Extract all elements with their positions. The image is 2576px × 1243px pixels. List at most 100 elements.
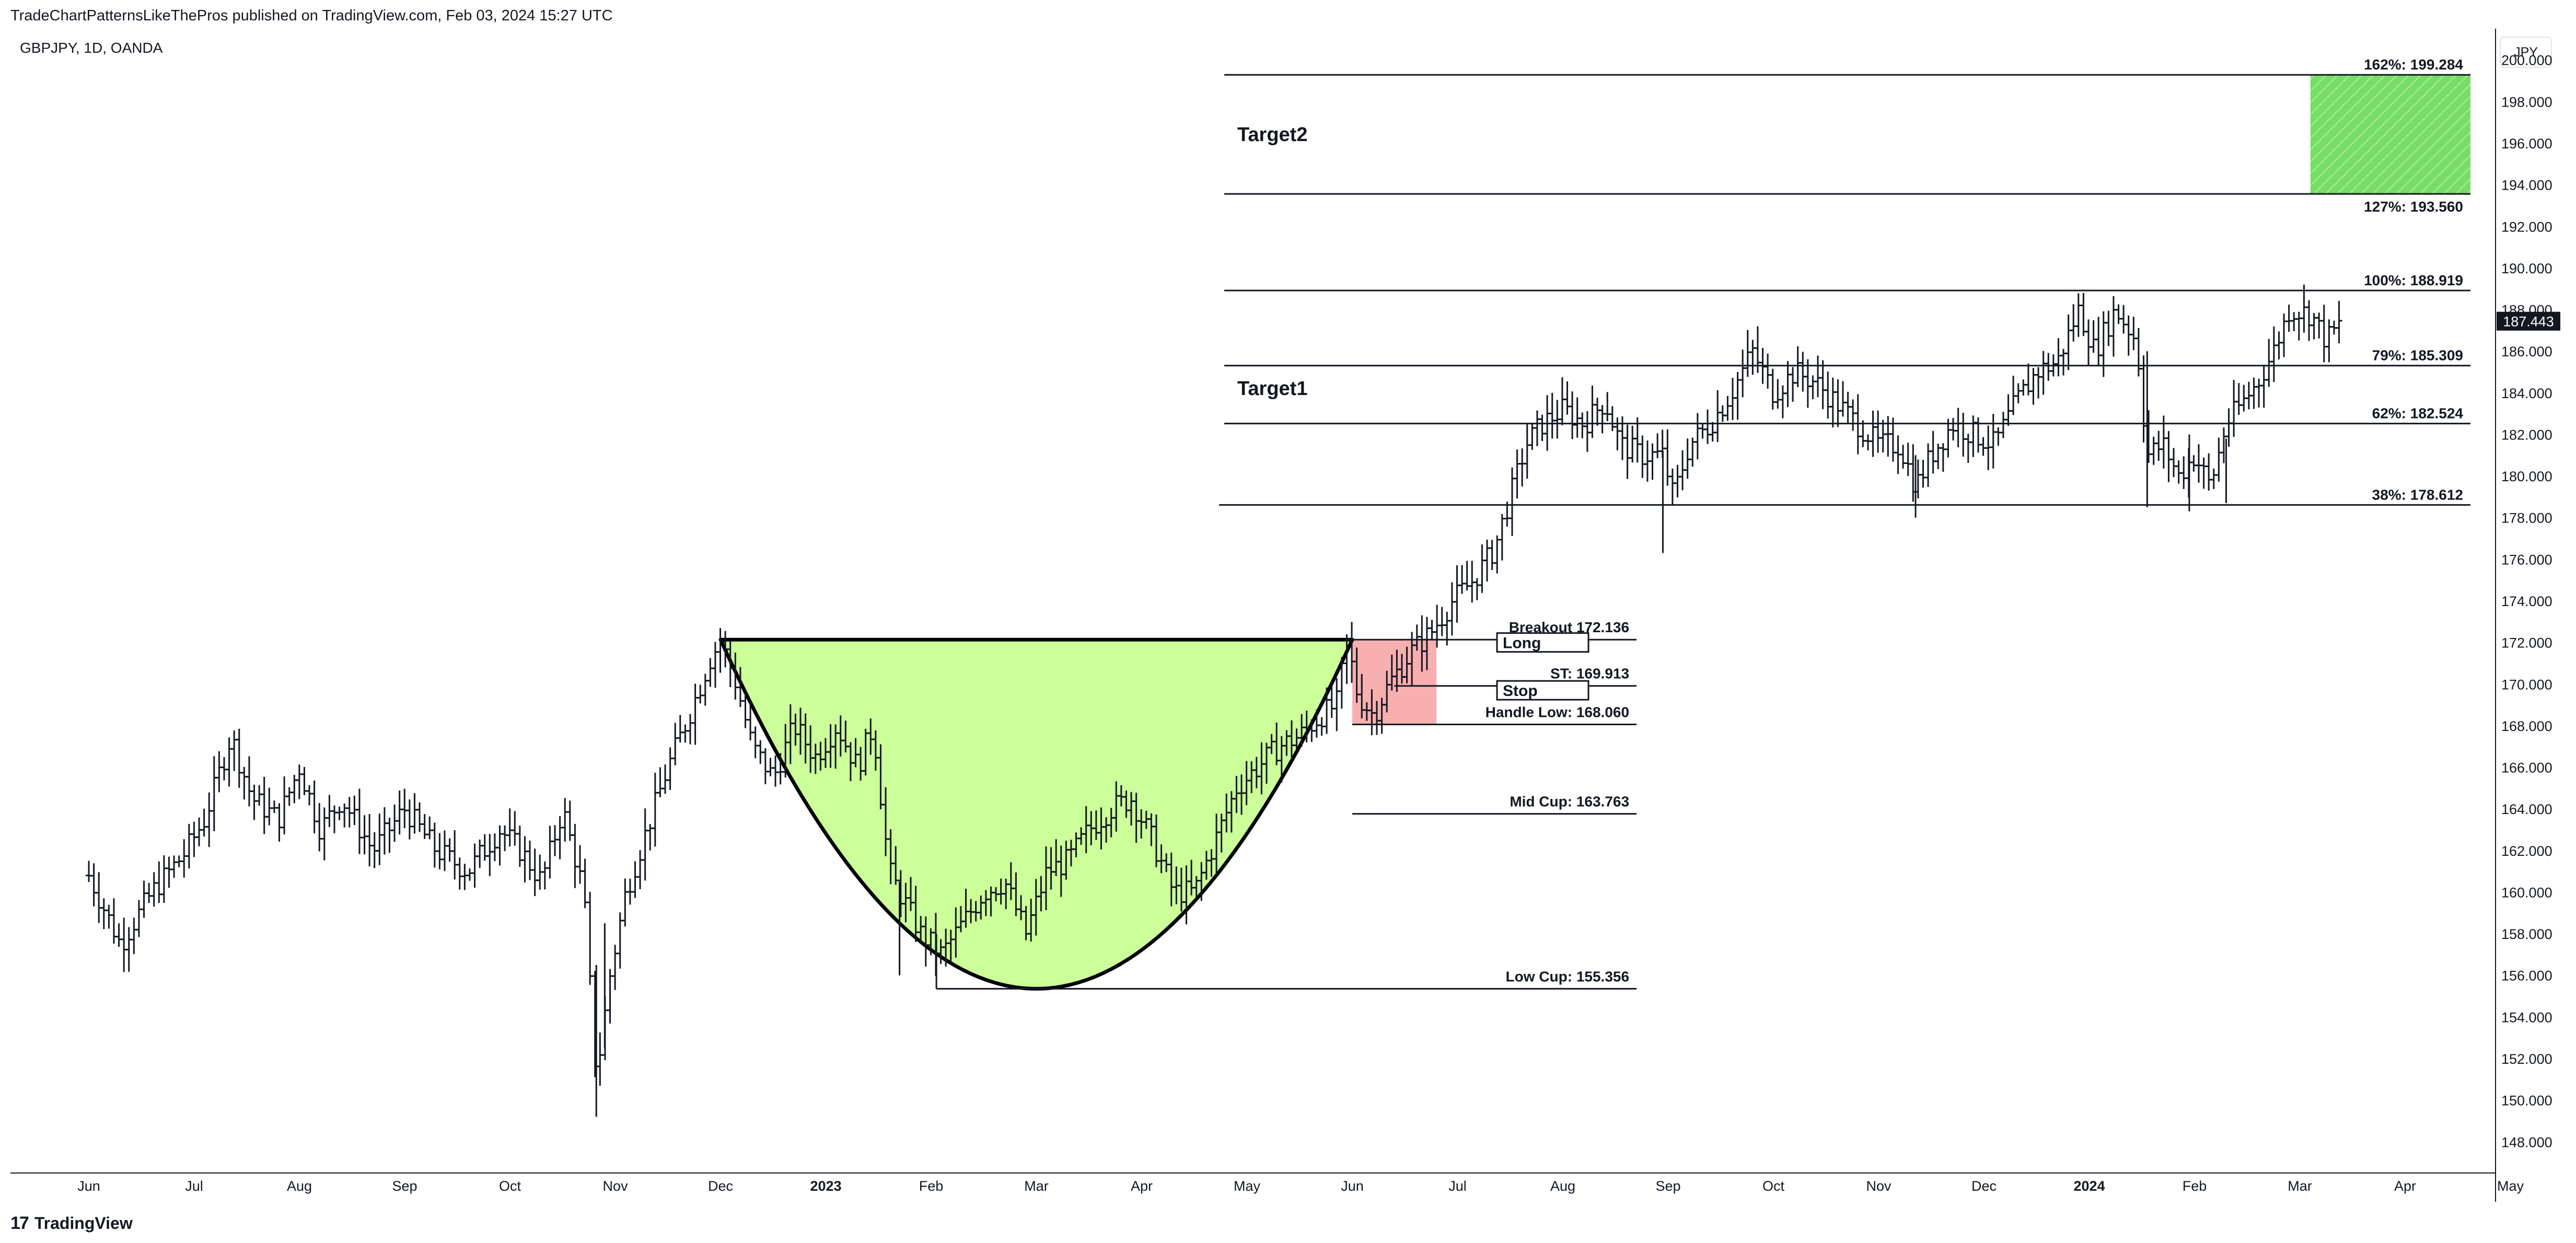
price-bar bbox=[2045, 353, 2052, 381]
price-bar bbox=[1484, 539, 1491, 582]
stop-zone bbox=[1352, 640, 1437, 724]
price-bar bbox=[1519, 448, 1526, 487]
price-bar bbox=[2100, 311, 2107, 377]
price-bar bbox=[652, 772, 658, 847]
price-bar bbox=[156, 861, 163, 903]
y-tick-label: 162.000 bbox=[2501, 843, 2552, 859]
y-tick-label: 180.000 bbox=[2501, 469, 2552, 484]
price-bar bbox=[376, 814, 383, 865]
tradingview-logo[interactable]: 17 TradingView bbox=[10, 1213, 133, 1234]
price-bar bbox=[1940, 443, 1946, 472]
price-bar bbox=[612, 945, 619, 990]
price-bar bbox=[637, 850, 644, 889]
price-bar bbox=[607, 969, 613, 1024]
price-bar bbox=[1875, 410, 1882, 453]
price-bar bbox=[106, 904, 112, 929]
price-bar bbox=[2250, 377, 2257, 409]
price-bar bbox=[426, 816, 433, 840]
price-bar bbox=[121, 917, 127, 972]
price-bar bbox=[1809, 375, 1816, 400]
price-bar bbox=[401, 788, 408, 829]
price-bar bbox=[2171, 448, 2177, 478]
price-bar bbox=[1699, 423, 1706, 439]
price-bar bbox=[2030, 368, 2037, 405]
price-bar bbox=[336, 806, 343, 820]
price-bar bbox=[587, 891, 594, 985]
x-tick-label: Aug bbox=[1550, 1178, 1575, 1194]
price-bar bbox=[1815, 355, 1821, 398]
price-bar bbox=[331, 805, 338, 833]
price-bar bbox=[2256, 378, 2262, 408]
price-bar bbox=[547, 826, 553, 879]
price-bar bbox=[2326, 319, 2333, 363]
price-bar bbox=[772, 755, 779, 787]
price-bar bbox=[406, 799, 413, 840]
price-bar bbox=[1729, 378, 1736, 420]
price-bar bbox=[1835, 379, 1841, 427]
price-bar bbox=[496, 825, 503, 866]
price-bar bbox=[191, 821, 198, 857]
x-tick-label: Mar bbox=[2288, 1178, 2312, 1194]
y-tick-label: 160.000 bbox=[2501, 885, 2552, 900]
fib-level-label: 127%: 193.560 bbox=[2364, 199, 2463, 215]
price-bar bbox=[1779, 385, 1786, 419]
price-bar bbox=[662, 764, 669, 794]
price-bar bbox=[2180, 456, 2187, 489]
fib-level-label: 100%: 188.919 bbox=[2364, 272, 2463, 288]
currency-button[interactable]: JPY bbox=[2500, 37, 2552, 68]
price-bar bbox=[2266, 339, 2272, 387]
price-bar bbox=[2095, 317, 2102, 366]
level-label: Mid Cup: 163.763 bbox=[1510, 794, 1629, 810]
price-bar bbox=[572, 823, 578, 888]
price-bar bbox=[667, 747, 674, 790]
price-bar bbox=[1559, 377, 1565, 425]
y-tick-label: 194.000 bbox=[2501, 178, 2552, 193]
price-bar bbox=[1960, 412, 1967, 457]
price-bar bbox=[1879, 420, 1886, 452]
price-bar bbox=[86, 861, 92, 882]
target2-label: Target2 bbox=[1237, 124, 1307, 146]
fib-level-label: 79%: 185.309 bbox=[2372, 347, 2463, 364]
price-bar bbox=[286, 787, 293, 806]
price-bar bbox=[531, 849, 538, 896]
price-bar bbox=[1639, 435, 1646, 478]
price-bar bbox=[2070, 304, 2077, 342]
price-bar bbox=[216, 751, 223, 793]
x-tick-label: Apr bbox=[1131, 1178, 1153, 1194]
y-tick-label: 156.000 bbox=[2501, 968, 2552, 984]
price-bar bbox=[2285, 305, 2292, 332]
y-tick-label: 154.000 bbox=[2501, 1009, 2552, 1025]
price-bar bbox=[341, 803, 348, 828]
price-bar bbox=[396, 791, 403, 835]
price-bar bbox=[291, 774, 298, 804]
y-tick-label: 170.000 bbox=[2501, 677, 2552, 692]
price-bar bbox=[2210, 468, 2217, 490]
long-box: Long bbox=[1496, 632, 1589, 653]
price-bar bbox=[2175, 460, 2182, 484]
price-bar bbox=[1429, 620, 1435, 641]
y-tick-label: 166.000 bbox=[2501, 760, 2552, 776]
price-bar bbox=[171, 855, 178, 878]
price-bar bbox=[1920, 460, 1927, 488]
price-bar bbox=[100, 898, 107, 930]
tradingview-logo-icon: 17 bbox=[10, 1213, 29, 1233]
price-bar bbox=[2320, 305, 2327, 363]
price-bar bbox=[1774, 379, 1781, 409]
price-bar bbox=[2130, 317, 2137, 351]
x-tick-label: Nov bbox=[1866, 1178, 1892, 1194]
price-bar bbox=[416, 802, 423, 832]
price-bar bbox=[2276, 331, 2282, 359]
x-tick-label: Oct bbox=[1762, 1178, 1785, 1194]
price-bar bbox=[622, 878, 629, 927]
price-bar bbox=[241, 766, 248, 800]
price-bar bbox=[1719, 405, 1726, 422]
y-tick-label: 178.000 bbox=[2501, 510, 2552, 526]
price-bar bbox=[2291, 312, 2297, 331]
price-bar bbox=[2190, 455, 2197, 472]
price-bar bbox=[1624, 424, 1631, 479]
price-bar bbox=[1704, 409, 1711, 444]
x-tick-label: 2023 bbox=[810, 1178, 841, 1194]
price-bar bbox=[1564, 381, 1571, 415]
price-bar bbox=[1784, 361, 1791, 408]
